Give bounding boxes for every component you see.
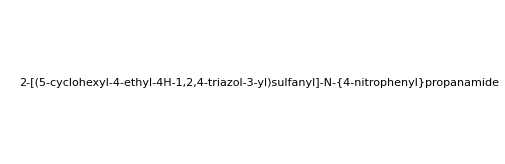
Text: 2-[(5-cyclohexyl-4-ethyl-4H-1,2,4-triazol-3-yl)sulfanyl]-N-{4-nitrophenyl}propan: 2-[(5-cyclohexyl-4-ethyl-4H-1,2,4-triazo… (19, 78, 498, 88)
